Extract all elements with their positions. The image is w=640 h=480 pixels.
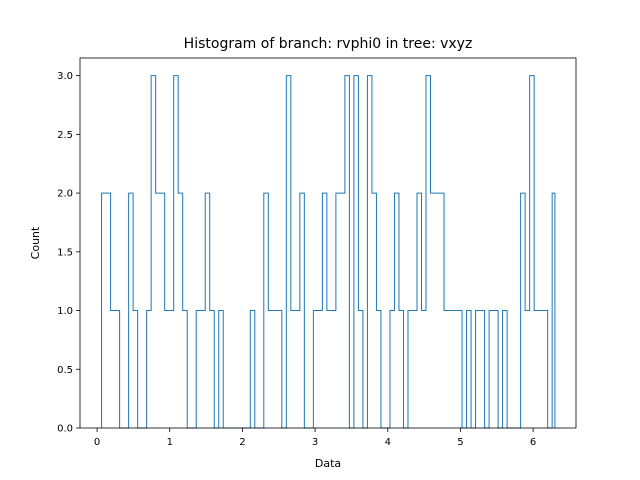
y-axis: 0.0 0.5 1.0 1.5 2.0 2.5 3.0 [57,71,80,435]
x-tick-label: 5 [457,437,463,448]
y-tick-label: 2.5 [57,130,73,141]
x-tick-label: 6 [530,437,536,448]
y-tick-label: 0.5 [57,365,73,376]
x-tick-label: 0 [94,437,100,448]
y-tick-label: 3.0 [57,71,73,82]
y-tick-label: 1.0 [57,306,73,317]
x-tick-label: 3 [312,437,318,448]
x-tick-label: 4 [385,437,391,448]
x-tick-label: 2 [239,437,245,448]
y-tick-label: 0.0 [57,424,73,435]
x-tick-label: 1 [167,437,173,448]
y-tick-label: 2.0 [57,189,73,200]
chart-title: Histogram of branch: rvphi0 in tree: vxy… [184,36,473,52]
x-axis: 0 1 2 3 4 5 6 [94,428,536,448]
histogram-outline [101,75,556,429]
y-tick-label: 1.5 [57,247,73,258]
y-axis-label: Count [29,226,42,259]
axes-frame [79,57,577,429]
plot-area [101,75,556,429]
x-axis-label: Data [315,457,341,470]
